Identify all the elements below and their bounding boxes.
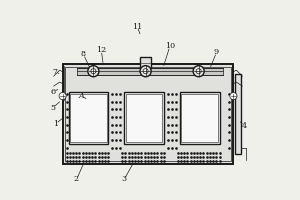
Text: 3: 3: [122, 175, 127, 183]
Bar: [124, 92, 164, 144]
Bar: [65, 67, 231, 161]
Text: 9: 9: [214, 48, 219, 56]
Bar: [70, 94, 107, 142]
Bar: [182, 94, 218, 142]
Bar: [236, 74, 242, 154]
Text: 5: 5: [50, 104, 55, 112]
Bar: [76, 68, 224, 75]
Text: 10: 10: [165, 42, 175, 50]
Text: 4: 4: [242, 122, 247, 130]
Circle shape: [140, 66, 151, 77]
Text: 1: 1: [53, 120, 58, 128]
Circle shape: [143, 69, 148, 74]
Circle shape: [88, 66, 99, 77]
Text: 2: 2: [74, 175, 79, 183]
Text: 7: 7: [52, 68, 58, 76]
Circle shape: [91, 69, 96, 74]
Text: 6: 6: [50, 88, 56, 96]
Bar: [69, 92, 108, 144]
Text: A: A: [79, 92, 84, 100]
Circle shape: [196, 69, 201, 74]
Circle shape: [230, 92, 237, 100]
Bar: [180, 92, 220, 144]
Circle shape: [193, 66, 204, 77]
Text: 8: 8: [81, 50, 86, 58]
Bar: [63, 64, 233, 164]
Text: 11: 11: [132, 23, 142, 31]
Bar: [140, 57, 151, 68]
Circle shape: [59, 92, 66, 100]
Text: 12: 12: [96, 46, 106, 54]
Bar: [126, 94, 162, 142]
